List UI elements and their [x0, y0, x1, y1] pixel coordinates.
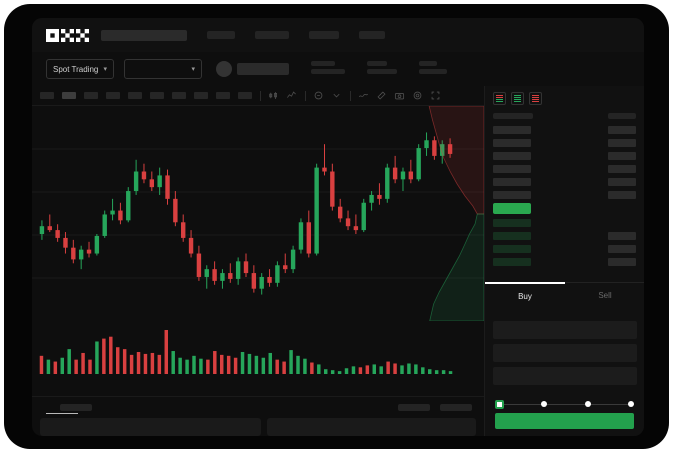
timeframe-chip-1[interactable]	[40, 92, 54, 99]
order-form-field-3[interactable]	[493, 367, 637, 385]
stepper-track	[499, 404, 634, 405]
indicator-icon[interactable]	[313, 90, 324, 101]
stat-block-3	[419, 61, 447, 77]
chevron-down-icon[interactable]	[331, 90, 342, 101]
price-chart-area[interactable]	[32, 106, 484, 396]
pair-select[interactable]: ▾	[124, 59, 202, 79]
order-form	[485, 321, 644, 390]
active-tab-indicator	[46, 412, 78, 414]
tablet-device-frame: Spot Trading ▾ ▾	[4, 4, 669, 449]
order-book-panel: Buy Sell	[484, 86, 644, 396]
toolbar-divider	[260, 90, 261, 101]
logo-o-icon	[46, 28, 59, 42]
nav-item-4[interactable]	[359, 31, 385, 39]
asks-only-view-icon[interactable]	[529, 92, 542, 105]
bottom-tab-actions	[398, 404, 484, 411]
timeframe-chip-5[interactable]	[128, 92, 142, 99]
fullscreen-icon[interactable]	[430, 90, 441, 101]
nav-item-2[interactable]	[255, 31, 289, 39]
order-book-ask-row[interactable]	[485, 188, 644, 201]
pair-avatar	[216, 61, 232, 77]
order-book-ask-row[interactable]	[485, 162, 644, 175]
nav-item-1[interactable]	[207, 31, 235, 39]
search-input[interactable]	[101, 29, 187, 41]
timeframe-chip-7[interactable]	[172, 92, 186, 99]
tab-sell[interactable]: Sell	[598, 291, 612, 300]
order-book-header	[485, 111, 644, 123]
pair-name	[237, 63, 289, 75]
chevron-down-icon: ▾	[103, 66, 107, 73]
top-header	[32, 18, 644, 52]
toolbar-divider	[305, 90, 306, 101]
timeframe-chip-8[interactable]	[194, 92, 208, 99]
primary-cta-button[interactable]	[495, 413, 634, 429]
bottom-panel-right[interactable]	[266, 418, 476, 436]
onboarding-stepper	[485, 396, 644, 412]
order-book-bid-row[interactable]	[485, 229, 644, 242]
order-book-bid-row[interactable]	[485, 242, 644, 255]
okx-logo[interactable]	[46, 28, 89, 42]
timeframe-chip-9[interactable]	[216, 92, 230, 99]
stat-block-2	[367, 61, 397, 77]
stepper-dot-2[interactable]	[541, 401, 548, 407]
order-book-bid-row[interactable]	[485, 216, 644, 229]
bottom-action-1[interactable]	[398, 404, 430, 411]
ruler-icon[interactable]	[376, 90, 387, 101]
candlestick-series	[32, 132, 484, 295]
order-book-bid-row[interactable]	[485, 255, 644, 268]
chevron-down-icon: ▾	[191, 66, 195, 73]
timeframe-chip-6[interactable]	[150, 92, 164, 99]
order-book-ask-row[interactable]	[485, 149, 644, 162]
stepper-dot-4[interactable]	[627, 401, 634, 407]
timeframe-chip-10[interactable]	[238, 92, 252, 99]
order-book-last-price	[485, 201, 644, 216]
stat-label	[311, 61, 335, 66]
order-book-ask-row[interactable]	[485, 136, 644, 149]
timeframe-chip-4[interactable]	[106, 92, 120, 99]
candlestick-chart-icon[interactable]	[268, 90, 279, 101]
volume-profile-overlay	[428, 106, 484, 321]
stepper-dot-1[interactable]	[495, 399, 504, 409]
stat-value	[419, 69, 447, 74]
bottom-tab-strip	[32, 396, 484, 418]
trading-mode-label: Spot Trading	[53, 64, 99, 74]
order-form-field-1[interactable]	[493, 321, 637, 339]
timeframe-chip-2[interactable]	[62, 92, 76, 99]
settings-icon[interactable]	[412, 90, 423, 101]
ob-amount-header	[608, 113, 636, 119]
logo-x-icon	[76, 28, 89, 42]
volume-histogram	[39, 330, 453, 374]
order-book-ask-row[interactable]	[485, 123, 644, 136]
camera-icon[interactable]	[394, 90, 405, 101]
sub-header: Spot Trading ▾ ▾	[32, 52, 644, 86]
order-form-field-2[interactable]	[493, 344, 637, 362]
onboarding-stepper-zone	[484, 396, 644, 436]
trend-line-icon[interactable]	[358, 90, 369, 101]
toolbar-divider	[350, 90, 351, 101]
screen: Spot Trading ▾ ▾	[32, 18, 644, 436]
timeframe-chip-3[interactable]	[84, 92, 98, 99]
bottom-tab-2-label	[60, 404, 92, 411]
stat-label	[419, 61, 437, 66]
stat-value	[311, 69, 345, 74]
bids-only-view-icon[interactable]	[511, 92, 524, 105]
bottom-tab-2[interactable]	[60, 404, 92, 411]
trading-mode-select[interactable]: Spot Trading ▾	[46, 59, 114, 79]
both-sides-view-icon[interactable]	[493, 92, 506, 105]
order-book-ask-row[interactable]	[485, 175, 644, 188]
ob-price-header	[493, 113, 533, 119]
stat-block-1	[311, 61, 345, 77]
stat-value	[367, 69, 397, 74]
tab-buy[interactable]: Buy	[485, 282, 565, 308]
order-book-view-modes	[485, 86, 644, 111]
bottom-panel-left[interactable]	[40, 418, 261, 436]
line-chart-icon[interactable]	[286, 90, 297, 101]
bottom-content-panels	[32, 418, 484, 436]
stepper-dot-3[interactable]	[584, 401, 591, 407]
logo-k-icon	[61, 28, 74, 42]
bottom-action-2[interactable]	[440, 404, 472, 411]
stat-label	[367, 61, 387, 66]
buy-sell-tabs: Buy Sell	[485, 282, 644, 308]
nav-item-3[interactable]	[309, 31, 339, 39]
